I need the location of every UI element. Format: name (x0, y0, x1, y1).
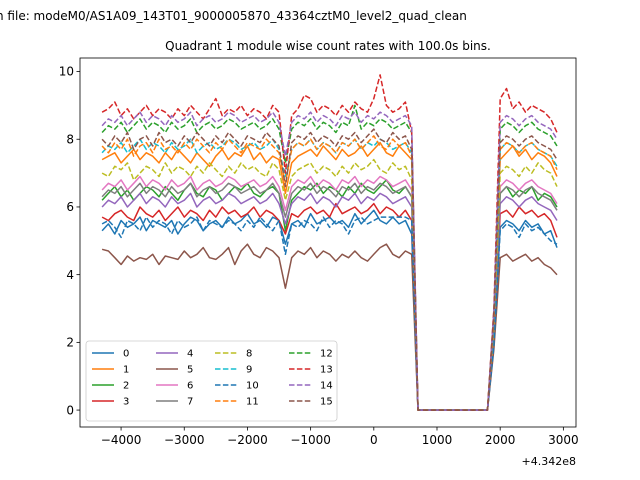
legend-label-8: 8 (246, 349, 252, 360)
y-tick-label: 6 (66, 200, 74, 214)
x-tick-label: −3000 (164, 433, 205, 447)
legend-label-9: 9 (246, 365, 252, 376)
x-axis: −4000 −3000 −2000 −1000 0 1000 2000 3000 (101, 427, 579, 447)
series-group (101, 74, 558, 411)
y-tick-label: 8 (66, 132, 74, 146)
legend-label-10: 10 (246, 381, 259, 392)
figure-suptitle: n file: modeM0/AS1A09_143T01_9000005870_… (0, 9, 467, 23)
x-tick-label: 0 (370, 433, 378, 447)
plot-frame (79, 57, 577, 428)
legend-label-11: 11 (246, 397, 259, 408)
y-tick-label: 0 (66, 403, 74, 417)
x-tick-label: −4000 (101, 433, 142, 447)
series-line-14 (101, 111, 558, 411)
legend-label-0: 0 (123, 349, 129, 360)
x-tick-label: 1000 (422, 433, 453, 447)
legend-label-14: 14 (320, 381, 333, 392)
legend-label-12: 12 (320, 349, 333, 360)
x-offset-label: +4.342e8 (522, 455, 576, 468)
y-tick-label: 2 (66, 336, 74, 350)
legend-label-4: 4 (187, 349, 193, 360)
x-tick-label: 2000 (485, 433, 516, 447)
x-tick-label: −1000 (290, 433, 331, 447)
series-line-15 (101, 128, 558, 411)
y-tick-label: 10 (59, 65, 74, 79)
x-tick-label: 3000 (548, 433, 579, 447)
legend-label-1: 1 (123, 365, 129, 376)
y-axis: 0 2 4 6 8 10 (59, 65, 80, 417)
legend-label-3: 3 (123, 397, 129, 408)
legend-label-5: 5 (187, 365, 193, 376)
chart-title: Quadrant 1 module wise count rates with … (165, 39, 491, 53)
legend-label-7: 7 (187, 397, 193, 408)
legend-label-2: 2 (123, 381, 129, 392)
legend-label-6: 6 (187, 381, 193, 392)
x-tick-label: −2000 (227, 433, 268, 447)
y-tick-label: 4 (66, 268, 74, 282)
legend-label-15: 15 (320, 397, 333, 408)
legend-box (85, 340, 338, 422)
legend-label-13: 13 (320, 365, 333, 376)
